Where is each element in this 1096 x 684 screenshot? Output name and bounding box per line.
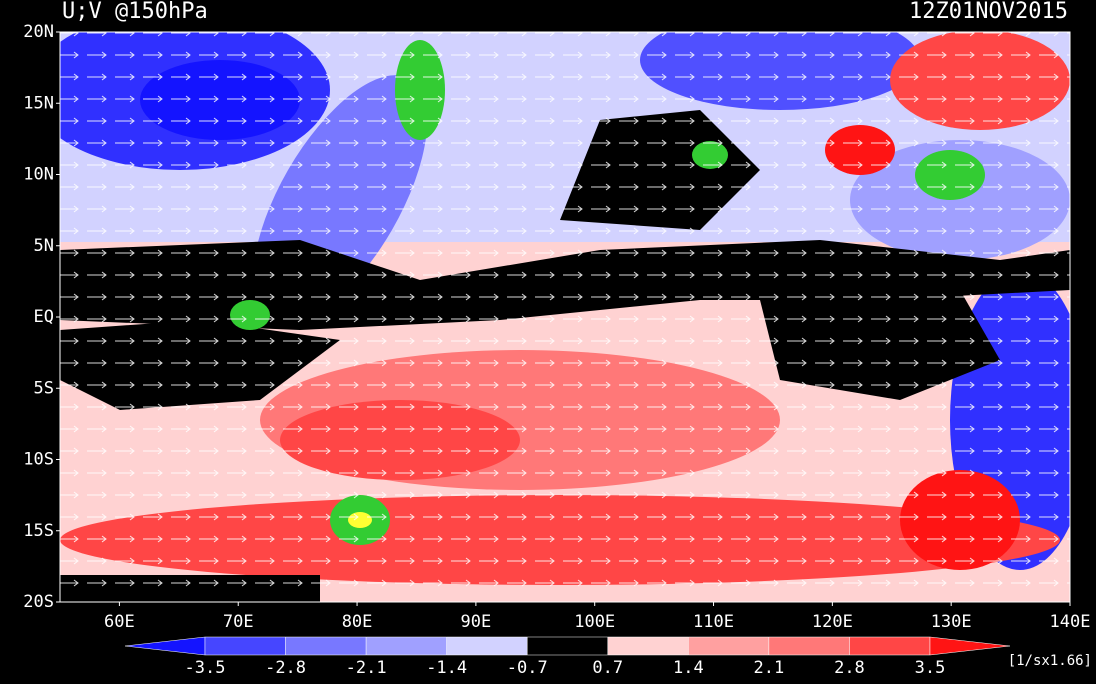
lon-label: 130E (931, 612, 972, 632)
map-field (60, 32, 1070, 602)
lat-label: 5S (34, 378, 54, 398)
time-label: 12Z01NOV2015 (909, 0, 1068, 24)
lon-label: 80E (342, 612, 373, 632)
colorbar: -3.5 -2.8 -2.1 -1.4 -0.7 0.7 1.4 2.1 2.8 3.5 [1/sx… (124, 636, 1092, 678)
colorbar-label: -0.7 (507, 658, 548, 678)
colorbar-label: -2.1 (346, 658, 387, 678)
colorbar-label: -2.8 (265, 658, 306, 678)
colorbar-label: -1.4 (426, 658, 467, 678)
title: U;V @150hPa (62, 0, 208, 24)
colorbar-swatch (768, 636, 850, 656)
units-label: [1/sx1.66] (1008, 653, 1092, 669)
lat-label: 20S (23, 592, 54, 612)
colorbar-label: 0.7 (592, 658, 623, 678)
colorbar-swatch (446, 636, 528, 656)
colorbar-swatch (607, 636, 689, 656)
colorbar-label: -3.5 (185, 658, 226, 678)
lat-label: 15N (23, 93, 54, 113)
lat-label: 15S (23, 521, 54, 541)
colorbar-label: 3.5 (915, 658, 946, 678)
lon-label: 120E (812, 612, 853, 632)
lon-label: 70E (223, 612, 254, 632)
lon-label: 60E (104, 612, 135, 632)
lat-label: 5N (34, 236, 54, 256)
lon-label: 140E (1050, 612, 1091, 632)
lon-label: 100E (574, 612, 615, 632)
colorbar-swatch (204, 636, 286, 656)
colorbar-swatch (688, 636, 770, 656)
lat-label: 10S (23, 450, 54, 470)
colorbar-label: 2.1 (754, 658, 785, 678)
colorbar-label: 1.4 (673, 658, 704, 678)
colorbar-swatch (929, 636, 1011, 656)
colorbar-swatch (365, 636, 447, 656)
colorbar-swatch (285, 636, 367, 656)
lat-label: EQ (34, 307, 54, 327)
lon-label: 110E (693, 612, 734, 632)
axis-labels: 20N 15N 10N 5N EQ 5S 10S 15S 20S 60E 70E 80E 90E 100E… (23, 22, 1090, 632)
lat-label: 20N (23, 22, 54, 42)
lon-label: 90E (461, 612, 492, 632)
colorbar-label: 2.8 (834, 658, 865, 678)
colorbar-swatch (849, 636, 931, 656)
lat-label: 10N (23, 165, 54, 185)
colorbar-swatch (526, 636, 609, 656)
